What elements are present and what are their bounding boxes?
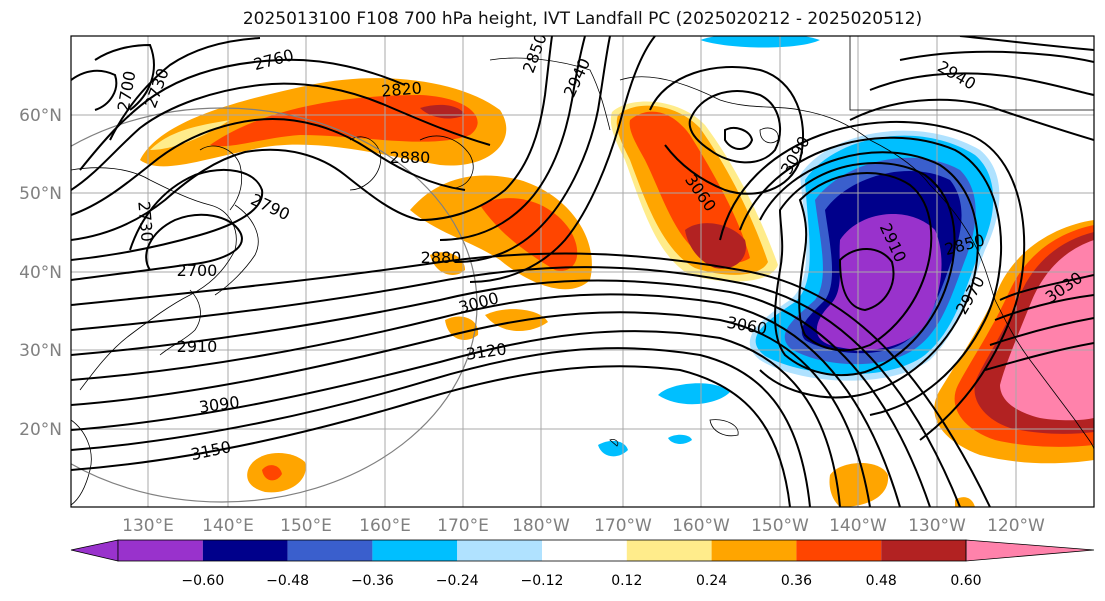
- ivt-negative-region: [658, 383, 730, 405]
- map-plot-area: 2700 2730 2760 2820 2850 2940 2880 2790 …: [71, 31, 1094, 507]
- map-title: 2025013100 F108 700 hPa height, IVT Land…: [242, 9, 923, 29]
- lat-label: 50°N: [19, 184, 62, 204]
- lon-label: 170°E: [437, 516, 489, 536]
- colorbar-segment: [118, 540, 203, 561]
- lon-label: 150°E: [280, 516, 332, 536]
- contour-label: 2850: [519, 31, 551, 76]
- lat-label: 20°N: [19, 420, 62, 440]
- ivt-positive-region: [685, 223, 746, 269]
- ivt-negative-region: [700, 36, 820, 48]
- colorbar-tick-label: 0.12: [611, 573, 642, 589]
- colorbar-segment: [202, 540, 288, 561]
- colorbar-tick-label: −0.24: [436, 573, 479, 589]
- lon-label: 170°W: [594, 516, 652, 536]
- colorbar-tick-label: 0.48: [866, 573, 897, 589]
- colorbar-segment: [287, 540, 373, 561]
- contour-label: 2790: [248, 190, 293, 224]
- colorbar-tick-label: −0.36: [351, 573, 394, 589]
- colorbar-segment: [711, 540, 797, 561]
- contour-label: 2820: [380, 78, 422, 100]
- colorbar-segment: [881, 540, 966, 561]
- contour-label: 2880: [390, 148, 431, 167]
- colorbar-segment: [626, 540, 712, 561]
- height-contours: [71, 36, 1094, 507]
- ivt-negative-region: [598, 440, 628, 457]
- lon-label: 130°E: [122, 516, 174, 536]
- ivt-positive-region: [150, 120, 230, 150]
- contour-label: 2760: [251, 45, 295, 74]
- colorbar-segment: [542, 540, 627, 561]
- ivt-positive-region: [485, 309, 548, 332]
- lon-label: 130°W: [908, 516, 966, 536]
- colorbar: −0.60 −0.48 −0.36 −0.24 −0.12 0.12 0.24 …: [70, 539, 1095, 589]
- lat-label: 30°N: [19, 341, 62, 361]
- lon-label: 160°W: [672, 516, 730, 536]
- colorbar-tick-label: −0.60: [181, 573, 224, 589]
- ivt-positive-region: [1000, 240, 1094, 421]
- lon-label: 150°W: [751, 516, 809, 536]
- colorbar-extend-min: [70, 539, 119, 562]
- contour-label: 2730: [134, 200, 156, 242]
- lon-label: 180°W: [512, 516, 570, 536]
- colorbar-tick-label: 0.24: [696, 573, 727, 589]
- ivt-positive-region: [829, 462, 889, 507]
- ivt-positive-region: [262, 465, 282, 481]
- latitude-labels: 60°N 50°N 40°N 30°N 20°N: [19, 106, 62, 440]
- lon-label: 120°W: [987, 516, 1045, 536]
- lat-label: 40°N: [19, 263, 62, 283]
- contour-label: 2910: [177, 337, 218, 356]
- contour-label: 2880: [421, 248, 462, 267]
- ivt-positive-region: [430, 252, 465, 275]
- lon-label: 140°W: [829, 516, 887, 536]
- contour-label: 2940: [934, 57, 979, 94]
- lon-label: 160°E: [359, 516, 411, 536]
- contour-label: 3090: [198, 392, 241, 416]
- colorbar-segment: [796, 540, 882, 561]
- colorbar-segment: [372, 540, 458, 561]
- colorbar-segment: [457, 540, 542, 561]
- colorbar-tick-label: 0.60: [950, 573, 981, 589]
- colorbar-tick-label: −0.12: [521, 573, 564, 589]
- colorbar-tick-label: 0.36: [781, 573, 812, 589]
- colorbar-frame: [117, 539, 967, 562]
- contour-label: 2940: [560, 55, 594, 100]
- map-gridlines: [71, 36, 1094, 507]
- contour-label: 3150: [189, 437, 233, 464]
- contour-label: 2700: [177, 261, 218, 280]
- lat-label: 60°N: [19, 106, 62, 126]
- contour-label: 3120: [465, 339, 508, 363]
- ivt-positive-region: [210, 95, 478, 147]
- map-boundary-ellipse: [71, 107, 478, 503]
- ivt-negative-region: [668, 434, 692, 444]
- lon-label: 140°E: [202, 516, 254, 536]
- colorbar-extend-max: [965, 539, 1095, 562]
- colorbar-tick-label: −0.48: [266, 573, 309, 589]
- map-frame: [70, 35, 1095, 508]
- longitude-labels: 130°E 140°E 150°E 160°E 170°E 180°W 170°…: [122, 516, 1045, 536]
